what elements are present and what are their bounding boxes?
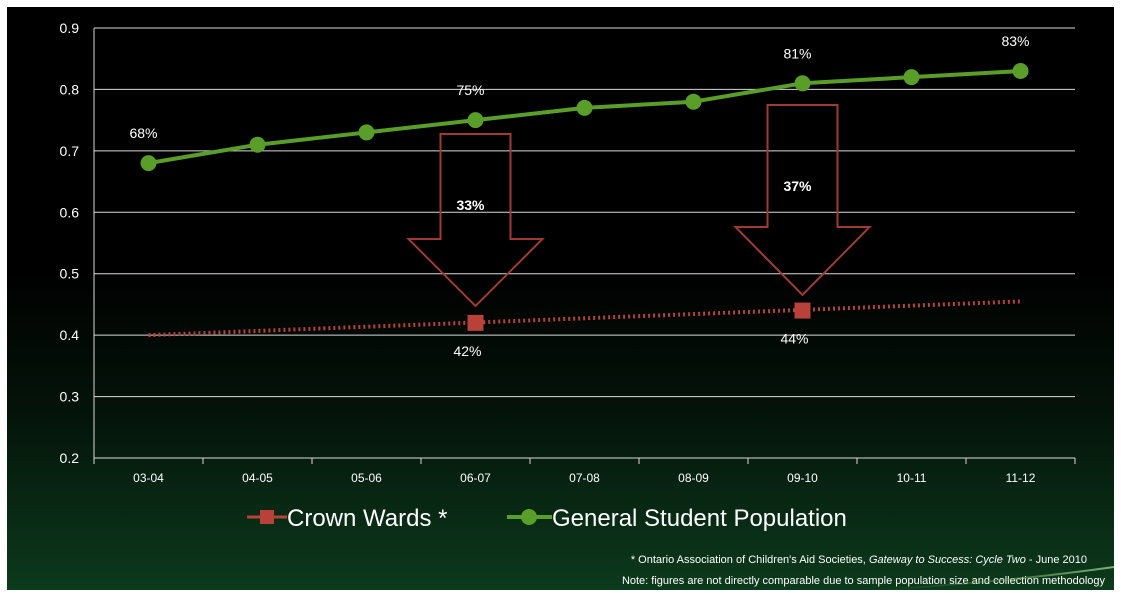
grid-lines [94, 27, 1075, 398]
gap-arrows: 33% 37% [406, 104, 872, 308]
y-tick-label: 0.9 [60, 20, 80, 36]
general-label-06-07: 75% [456, 82, 484, 98]
gap-label-09-10: 37% [783, 178, 812, 194]
y-tick-label: 0.8 [60, 81, 80, 97]
x-tick-label: 10-11 [897, 471, 927, 485]
general-marker-08-09 [685, 93, 702, 110]
general-marker-11-12 [1012, 63, 1029, 79]
x-tick-label: 07-08 [569, 471, 600, 485]
x-tick-label: 05-06 [351, 471, 382, 485]
general-marker-05-06 [358, 124, 375, 141]
crown-wards-trend-line [148, 299, 1023, 338]
general-label-03-04: 68% [129, 125, 157, 141]
y-tick-label: 0.4 [60, 327, 80, 343]
crown-wards-label-09-10: 44% [780, 331, 808, 347]
data-labels: 42% 44% 68% 75% 81% 83% [129, 33, 1029, 359]
general-marker-03-04 [140, 155, 157, 172]
decorative-swoosh [876, 566, 1114, 590]
x-tick-label: 03-04 [133, 471, 164, 485]
legend-item-crown-wards: Crown Wards * [247, 505, 447, 532]
crown-wards-marker-06-07 [467, 314, 484, 331]
line-chart: 0.2 0.3 0.4 0.5 0.6 0.7 0.8 0.9 03-04 04-05 05-06 0… [60, 20, 1114, 590]
general-label-11-12: 83% [1001, 33, 1029, 49]
y-tick-label: 0.5 [60, 266, 80, 282]
general-marker-10-11 [903, 69, 920, 86]
axes: 0.2 0.3 0.4 0.5 0.6 0.7 0.8 0.9 03-04 04-05 05-06 0… [60, 20, 1076, 485]
footnote-source-plain: * Ontario Association of Children's Aid … [631, 554, 869, 566]
y-tick-label: 0.7 [60, 143, 80, 159]
x-tick-label: 11-12 [1006, 471, 1036, 485]
legend-general-label: General Student Population [552, 505, 847, 532]
y-tick-label: 0.2 [60, 450, 80, 466]
footnote-note: Note: figures are not directly comparabl… [622, 575, 1106, 587]
general-marker-07-08 [576, 99, 593, 116]
general-student-population-line [148, 69, 1021, 166]
x-tick-label: 09-10 [787, 471, 818, 485]
legend-item-general-student-population: General Student Population [507, 505, 847, 532]
gap-arrow-09-10 [733, 104, 872, 297]
y-tick-label: 0.3 [60, 389, 80, 405]
chart-frame: 0.2 0.3 0.4 0.5 0.6 0.7 0.8 0.9 03-04 04-05 05-06 0… [7, 7, 1114, 590]
footnote-source-tail: - June 2010 [1026, 554, 1087, 566]
y-tick-label: 0.6 [60, 204, 80, 220]
x-tick-label: 06-07 [460, 471, 491, 485]
crown-wards-marker-09-10 [794, 302, 811, 319]
legend-general-marker [521, 509, 537, 525]
series-layer [140, 63, 1029, 338]
x-tick-label: 04-05 [242, 471, 273, 485]
legend: Crown Wards * General Student Population [247, 505, 847, 532]
gap-label-06-07: 33% [456, 197, 485, 213]
legend-crown-wards-label: Crown Wards * [287, 505, 447, 532]
general-marker-06-07 [467, 112, 484, 129]
x-tick-label: 08-09 [678, 471, 709, 485]
general-marker-04-05 [249, 136, 266, 153]
gap-arrow-06-07 [406, 133, 545, 308]
general-label-09-10: 81% [783, 45, 811, 61]
crown-wards-label-06-07: 42% [453, 343, 481, 359]
footnote-source-italic: Gateway to Success: Cycle Two [869, 554, 1026, 566]
legend-crown-wards-marker [260, 510, 274, 524]
footnote-source: * Ontario Association of Children's Aid … [631, 554, 1087, 566]
general-marker-09-10 [794, 75, 811, 92]
